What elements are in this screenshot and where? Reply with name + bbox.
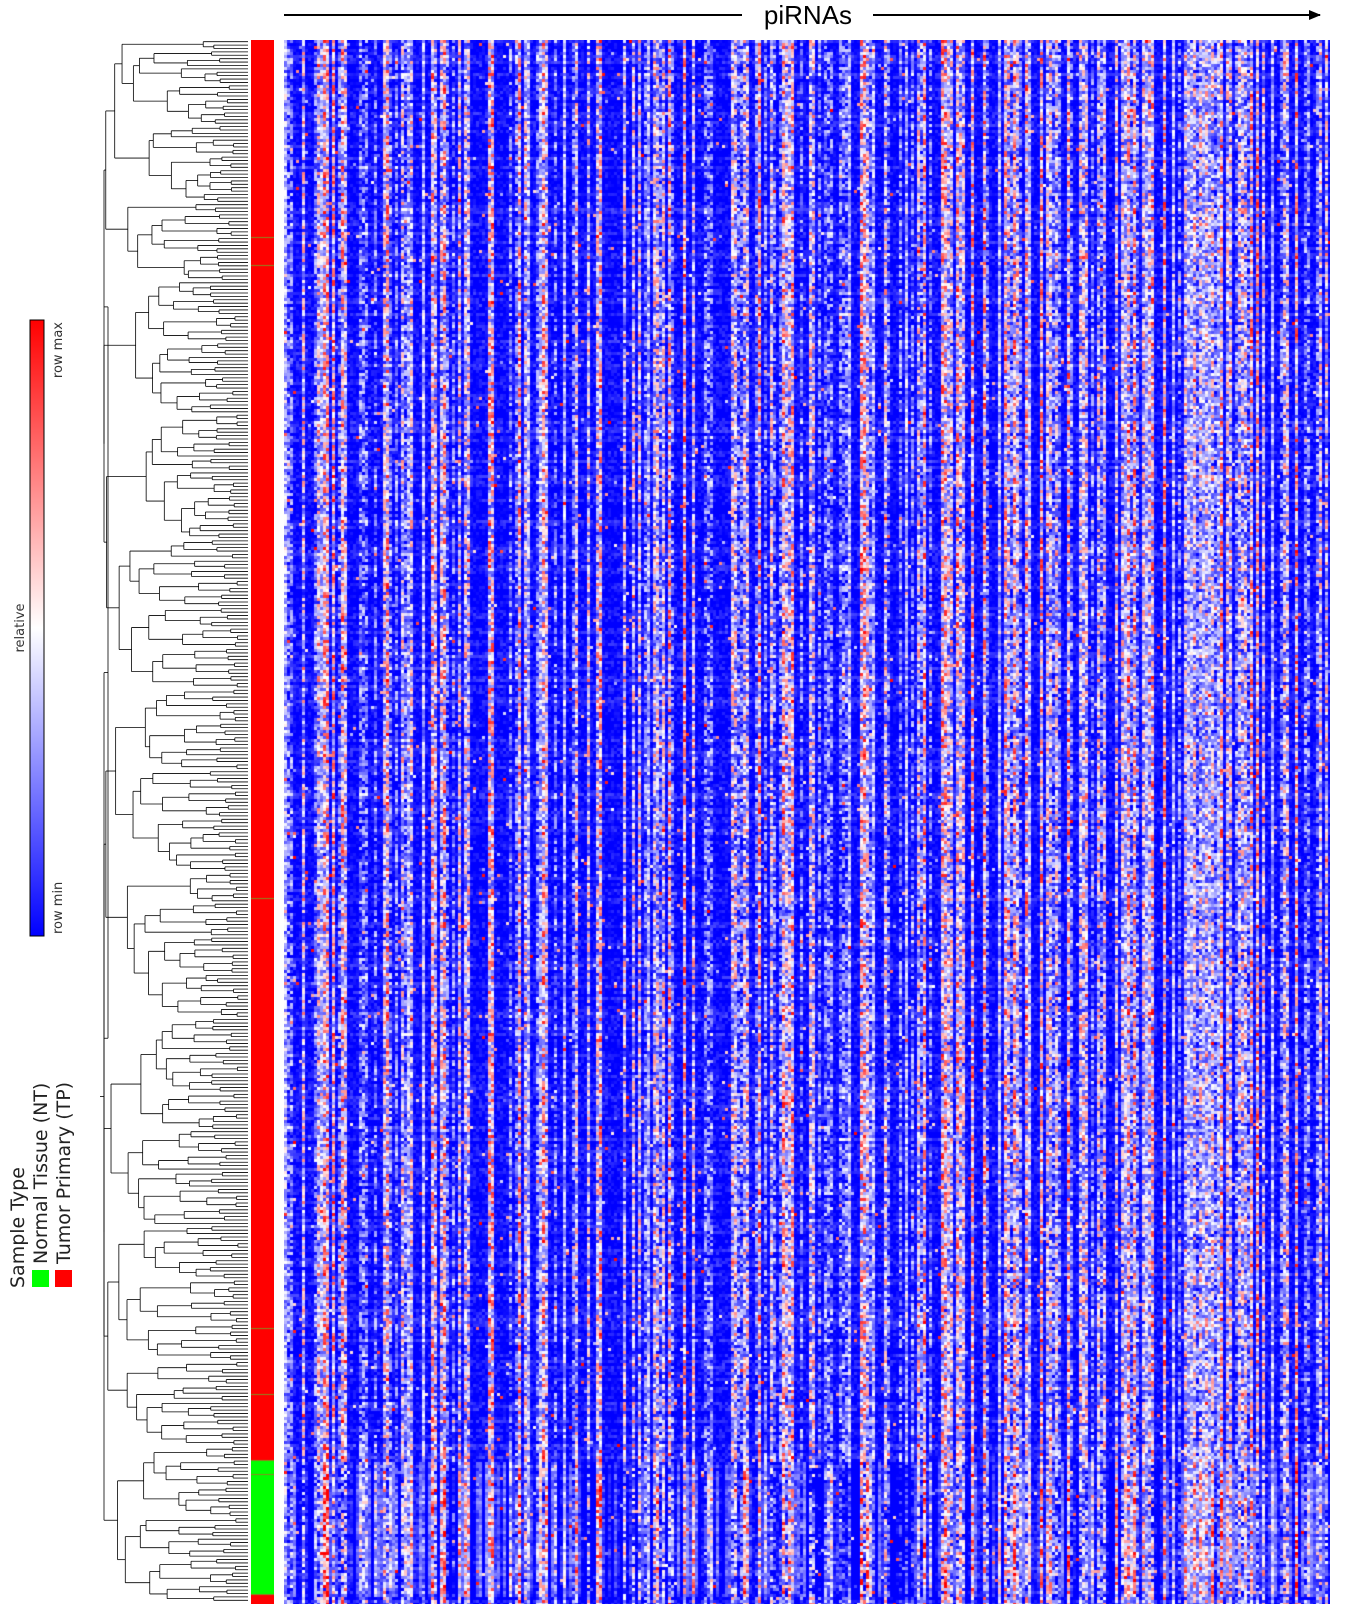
sample-type-legend: Sample Type Normal Tissue (NT) Tumor Pri…	[7, 1082, 75, 1288]
axis-label-pirnas: piRNAs	[764, 0, 852, 30]
legend-label-normal: Normal Tissue (NT)	[30, 1083, 52, 1264]
row-dendrogram	[100, 41, 248, 1601]
colorbar-mid-label: relative	[13, 603, 28, 652]
legend-swatch-tumor	[55, 1270, 72, 1287]
piRNA-axis-arrow: piRNAs	[284, 0, 1321, 30]
legend-swatch-normal	[32, 1270, 49, 1287]
sample-type-annotation-bar	[251, 40, 274, 1604]
legend-title: Sample Type	[7, 1167, 29, 1288]
colorbar-max-label: row max	[51, 322, 66, 378]
colorbar: row max relative row min	[13, 319, 66, 937]
legend-label-tumor: Tumor Primary (TP)	[53, 1082, 75, 1265]
colorbar-gradient	[29, 319, 45, 937]
colorbar-min-label: row min	[51, 882, 66, 934]
heatmap-matrix	[284, 40, 1330, 1604]
